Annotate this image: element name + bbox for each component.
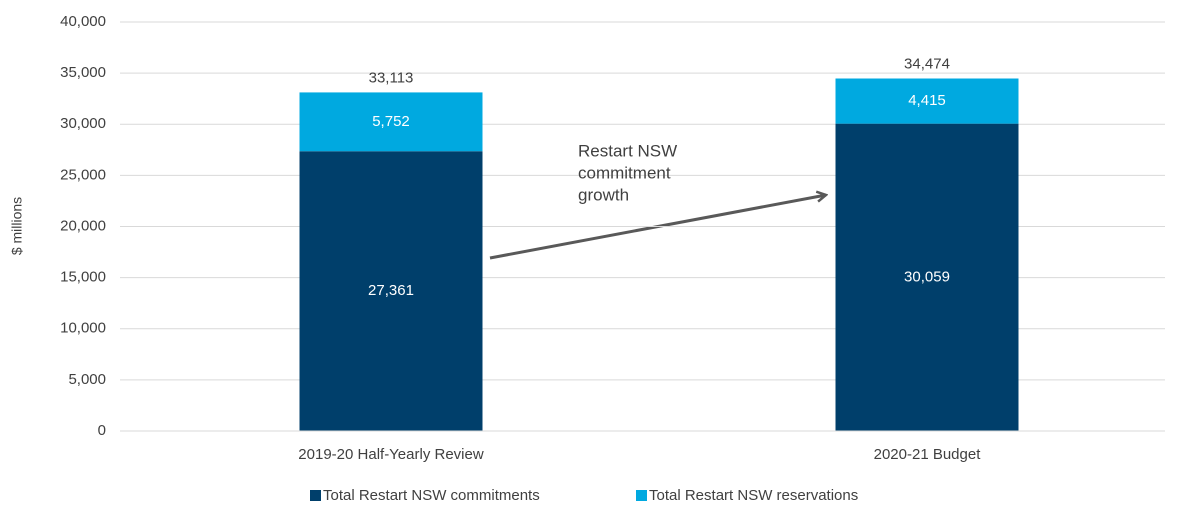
- legend-label: Total Restart NSW commitments: [323, 487, 540, 504]
- y-tick-label: 5,000: [68, 371, 106, 388]
- y-tick-label: 30,000: [60, 115, 106, 132]
- y-tick-label: 25,000: [60, 166, 106, 183]
- y-axis-label: $ millions: [9, 197, 25, 255]
- data-label: 30,059: [904, 268, 950, 285]
- bar-segment: [299, 92, 483, 152]
- bar-segment: [835, 123, 1019, 431]
- data-label: 4,415: [908, 92, 946, 109]
- annotation: growth: [578, 185, 629, 204]
- x-tick-label: 2020-21 Budget: [874, 446, 982, 463]
- legend-swatch: [636, 490, 647, 501]
- data-label: 27,361: [368, 282, 414, 299]
- legend-swatch: [310, 490, 321, 501]
- total-label: 34,474: [904, 55, 950, 72]
- x-tick-label: 2019-20 Half-Yearly Review: [298, 446, 484, 463]
- y-tick-label: 0: [98, 422, 106, 439]
- legend-label: Total Restart NSW reservations: [649, 487, 858, 504]
- y-tick-label: 35,000: [60, 64, 106, 81]
- y-tick-label: 10,000: [60, 320, 106, 337]
- annotation: commitment: [578, 163, 671, 182]
- bar-segment: [835, 78, 1019, 124]
- total-label: 33,113: [369, 69, 414, 86]
- data-label: 5,752: [372, 113, 410, 130]
- y-tick-label: 15,000: [60, 269, 106, 286]
- annotation: Restart NSW: [578, 141, 677, 160]
- y-tick-label: 20,000: [60, 217, 106, 234]
- bar-segment: [299, 151, 483, 432]
- y-tick-label: 40,000: [60, 13, 106, 30]
